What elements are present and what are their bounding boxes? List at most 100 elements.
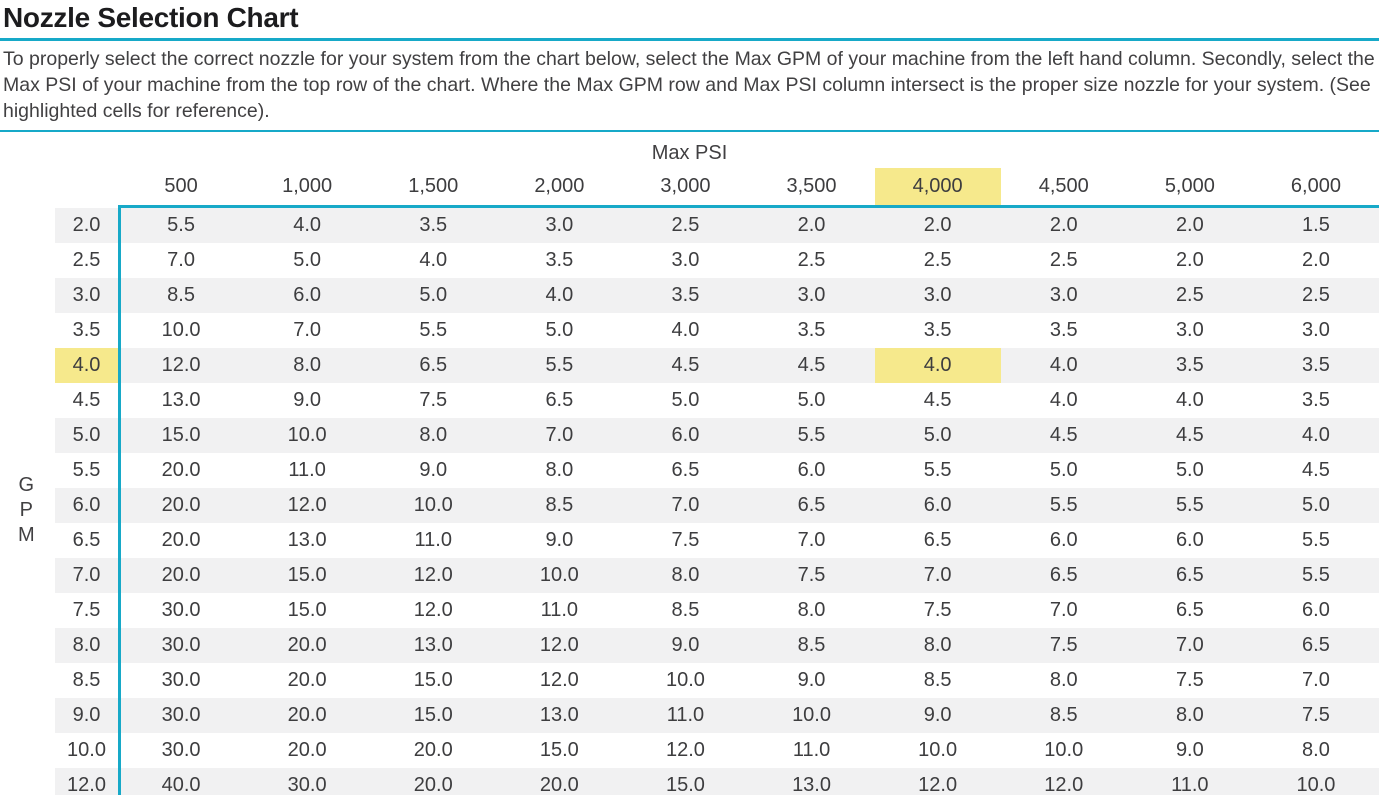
psi-column-header: 4,500 <box>1038 175 1089 197</box>
gpm-row-header: 3.0 <box>55 278 118 313</box>
corner-cell <box>55 168 118 205</box>
table-row: 10.0 30.0 20.0 20.0 15.0 12.0 11.0 10.0 10.0 9.0 8… <box>0 733 1379 768</box>
nozzle-cell: 15.0 <box>539 739 579 761</box>
nozzle-cell: 9.0 <box>622 628 749 663</box>
nozzle-cell: 4.0 <box>244 208 371 243</box>
nozzle-cell: 5.0 <box>370 278 497 313</box>
nozzle-cell: 20.0 <box>287 739 327 761</box>
nozzle-cell: 6.5 <box>1126 558 1253 593</box>
nozzle-cell: 3.5 <box>1049 319 1078 341</box>
table-row: 7.5 30.0 15.0 12.0 11.0 8.5 8.0 7.5 7.0 6.5 6.0 <box>0 593 1379 628</box>
gpm-row-header: 4.0 <box>55 348 118 383</box>
nozzle-cell: 7.0 <box>797 529 826 551</box>
row-gutter <box>0 558 55 593</box>
nozzle-cell: 6.5 <box>1175 599 1204 621</box>
nozzle-cell: 9.0 <box>874 698 1001 733</box>
nozzle-cell: 3.5 <box>923 319 952 341</box>
nozzle-cell: 9.0 <box>1175 739 1204 761</box>
nozzle-cell: 4.0 <box>496 278 623 313</box>
gpm-row-header: 9.0 <box>55 698 118 733</box>
gpm-row-header: 6.0 <box>55 488 118 523</box>
table-row: 3.5 10.0 7.0 5.5 5.0 4.0 3.5 3.5 3.5 3.0 3.0 <box>0 313 1379 348</box>
nozzle-cell: 6.5 <box>748 488 875 523</box>
nozzle-cell: 6.5 <box>1000 558 1127 593</box>
nozzle-cell: 20.0 <box>244 628 371 663</box>
nozzle-cell: 13.0 <box>287 529 327 551</box>
nozzle-cell: 4.0 <box>1175 389 1204 411</box>
nozzle-cell: 12.0 <box>370 558 497 593</box>
nozzle-cell: 4.0 <box>1000 348 1127 383</box>
nozzle-cell: 8.5 <box>923 669 952 691</box>
nozzle-cell: 7.5 <box>923 599 952 621</box>
nozzle-cell: 7.0 <box>293 319 322 341</box>
row-gutter <box>0 628 55 663</box>
header-gutter <box>0 168 55 205</box>
nozzle-cell: 5.0 <box>545 319 574 341</box>
nozzle-cell: 5.5 <box>1302 529 1330 551</box>
nozzle-cell: 20.0 <box>118 488 245 523</box>
gpm-row-header: 7.0 <box>55 558 118 593</box>
nozzle-cell: 11.0 <box>414 529 452 551</box>
nozzle-cell: 15.0 <box>413 669 453 691</box>
nozzle-cell: 2.5 <box>622 208 749 243</box>
nozzle-cell: 12.0 <box>413 599 453 621</box>
nozzle-cell: 10.0 <box>1044 739 1084 761</box>
row-gutter <box>0 348 55 383</box>
nozzle-cell: 1.5 <box>1252 208 1379 243</box>
nozzle-cell: 6.0 <box>1302 599 1330 621</box>
nozzle-cell: 12.0 <box>118 348 245 383</box>
table-row: 2.0 5.5 4.0 3.5 3.0 2.5 2.0 2.0 2.0 2.0 1.5 <box>0 208 1379 243</box>
nozzle-cell: 11.0 <box>1126 768 1253 795</box>
gpm-row-header: 5.0 <box>55 418 118 453</box>
table-row: 6.5 20.0 13.0 11.0 9.0 7.5 7.0 6.5 6.0 6.0 5.5 <box>0 523 1379 558</box>
nozzle-cell: 12.0 <box>665 739 705 761</box>
table-body: 2.0 5.5 4.0 3.5 3.0 2.5 2.0 2.0 2.0 2.0 1.5 2.5 7.0 5… <box>0 208 1379 795</box>
row-gutter <box>0 698 55 733</box>
nozzle-cell: 6.5 <box>1252 628 1379 663</box>
table-row: 4.0 12.0 8.0 6.5 5.5 4.5 4.5 4.0 4.0 3.5 3.5 <box>0 348 1379 383</box>
nozzle-cell: 30.0 <box>118 628 245 663</box>
gpm-row-header: 7.5 <box>72 599 101 621</box>
nozzle-cell: 8.5 <box>1000 698 1127 733</box>
nozzle-cell: 3.5 <box>797 319 826 341</box>
nozzle-cell: 9.0 <box>419 459 448 481</box>
nozzle-cell: 11.0 <box>288 459 326 481</box>
table-row: 8.5 30.0 20.0 15.0 12.0 10.0 9.0 8.5 8.0 7.5 7.0 <box>0 663 1379 698</box>
nozzle-cell: 7.0 <box>1049 599 1078 621</box>
table-row: 12.0 40.0 30.0 20.0 20.0 15.0 13.0 12.0 12.0 11.0… <box>0 768 1379 795</box>
row-gutter <box>0 418 55 453</box>
nozzle-cell: 6.0 <box>244 278 371 313</box>
psi-header-row: 500 1,000 1,500 2,000 3,000 3,500 4,000 4,500 5,… <box>0 168 1379 205</box>
nozzle-cell: 2.5 <box>923 249 952 271</box>
nozzle-cell: 13.0 <box>370 628 497 663</box>
nozzle-cell: 8.0 <box>874 628 1001 663</box>
table-row: 8.0 30.0 20.0 13.0 12.0 9.0 8.5 8.0 7.5 7.0 6.5 <box>0 628 1379 663</box>
psi-column-header: 1,000 <box>282 175 333 197</box>
gpm-row-header: 2.5 <box>72 249 101 271</box>
nozzle-cell: 2.0 <box>1000 208 1127 243</box>
nozzle-cell: 40.0 <box>118 768 245 795</box>
nozzle-cell: 6.5 <box>545 389 574 411</box>
nozzle-cell: 30.0 <box>161 739 201 761</box>
description-divider <box>0 130 1379 132</box>
nozzle-cell: 8.0 <box>1126 698 1253 733</box>
nozzle-cell: 11.0 <box>792 739 831 761</box>
gpm-row-header: 6.5 <box>72 529 101 551</box>
nozzle-cell: 30.0 <box>161 669 201 691</box>
row-gutter <box>0 208 55 243</box>
nozzle-cell: 2.0 <box>748 208 875 243</box>
chart-description: To properly select the correct nozzle fo… <box>3 48 1375 122</box>
nozzle-cell: 20.0 <box>244 698 371 733</box>
psi-column-header: 6,000 <box>1290 175 1341 197</box>
nozzle-cell: 5.5 <box>1000 488 1127 523</box>
nozzle-cell: 5.5 <box>496 348 623 383</box>
nozzle-cell: 5.0 <box>1175 459 1204 481</box>
nozzle-cell: 10.0 <box>496 558 623 593</box>
nozzle-cell: 10.0 <box>161 319 201 341</box>
nozzle-cell: 10.0 <box>918 739 958 761</box>
nozzle-cell: 4.5 <box>622 348 749 383</box>
nozzle-cell: 7.0 <box>874 558 1001 593</box>
gpm-row-header: 4.5 <box>72 389 101 411</box>
